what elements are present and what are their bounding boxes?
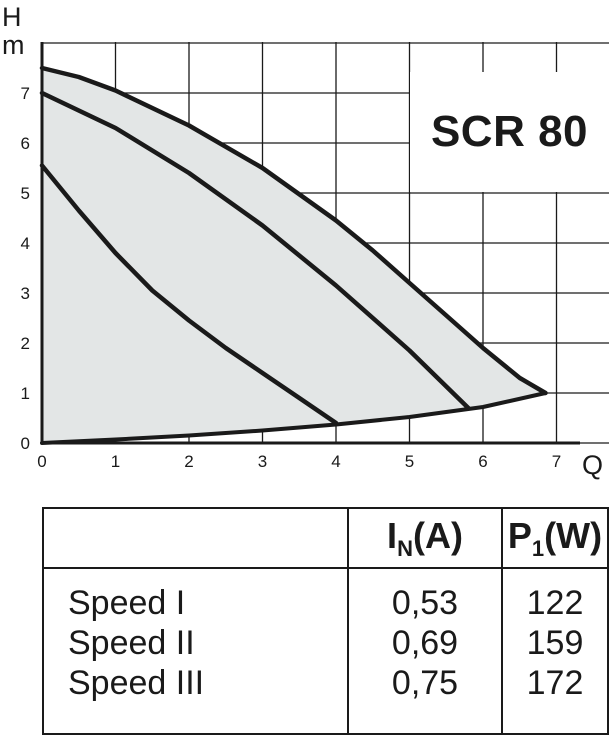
x-tick-label: 4 [331, 452, 340, 471]
row-label: Speed I [68, 584, 186, 622]
x-tick-label: 3 [258, 452, 267, 471]
x-tick-label: 0 [37, 452, 46, 471]
chart-title: SCR 80 [430, 107, 589, 156]
x-tick-label: 7 [552, 452, 561, 471]
table-body: Speed I Speed II Speed III 0,53 0,69 0,7… [42, 567, 609, 735]
row-power: 159 [526, 624, 584, 662]
title-box: SCR 80 [410, 72, 609, 192]
speed-labels: Speed I Speed II Speed III [42, 567, 349, 735]
y-tick-label: 4 [21, 234, 30, 253]
x-tick-label: 2 [184, 452, 193, 471]
curve-0 [39, 65, 548, 396]
row-power: 172 [526, 664, 584, 702]
x-tick-label: 1 [111, 452, 120, 471]
y-tick-label: 6 [21, 134, 30, 153]
curve-2 [39, 163, 339, 426]
row-current: 0,53 [391, 584, 459, 622]
curves [39, 65, 548, 445]
y-tick-label: 1 [21, 384, 30, 403]
table-header-row: IN(A) P1(W) [42, 507, 609, 569]
row-current: 0,75 [391, 664, 459, 702]
row-current: 0,69 [391, 624, 459, 662]
header-power: P1(W) [501, 507, 609, 569]
row-label: Speed III [68, 664, 205, 702]
y-tick-label: 7 [21, 84, 30, 103]
x-tick-label: 5 [405, 452, 414, 471]
row-power: 122 [526, 584, 584, 622]
x-tick-label: 6 [478, 452, 487, 471]
curve-1 [39, 90, 471, 411]
y-tick-label: 2 [21, 334, 30, 353]
header-empty [42, 507, 349, 569]
curve-3 [40, 391, 548, 445]
axes [40, 42, 580, 445]
current-values: 0,53 0,69 0,75 [347, 567, 503, 735]
header-current: IN(A) [347, 507, 503, 569]
specs-table: IN(A) P1(W) Speed I Speed II Speed III 0… [42, 507, 609, 735]
power-values: 122 159 172 [501, 567, 609, 735]
y-axis-label: H [2, 2, 22, 32]
y-tick-label: 0 [21, 434, 30, 453]
x-axis-label: Q [582, 450, 603, 480]
y-tick-label: 3 [21, 284, 30, 303]
tick-labels: 0 1 2 3 4 5 6 7 0 1 2 3 4 5 6 7 [21, 84, 562, 471]
y-axis-unit: m [2, 30, 25, 60]
row-label: Speed II [68, 624, 195, 662]
y-tick-label: 5 [21, 184, 30, 203]
pump-curve-chart: 0 1 2 3 4 5 6 7 0 1 2 3 4 5 6 7 H m Q [2, 2, 609, 480]
